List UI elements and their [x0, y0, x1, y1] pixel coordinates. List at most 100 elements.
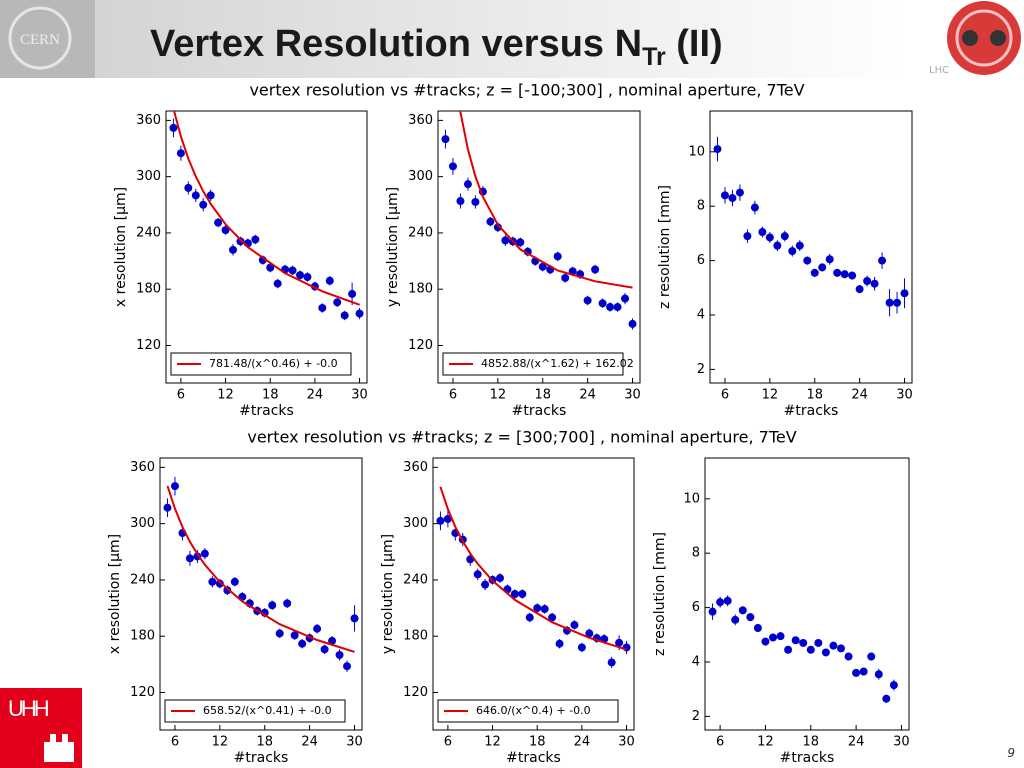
- uhh-emblem: [44, 734, 74, 762]
- y-tick-label: 8: [697, 199, 705, 214]
- data-point: [510, 590, 519, 598]
- data-point: [743, 232, 752, 241]
- data-point: [163, 503, 172, 512]
- data-point: [889, 681, 898, 690]
- data-point: [456, 197, 465, 206]
- y-axis-label: y resolution [μm]: [385, 187, 401, 307]
- y-tick-label: 10: [683, 491, 700, 506]
- x-tick-label: 18: [262, 388, 279, 403]
- y-tick-label: 180: [130, 629, 155, 644]
- data-point: [769, 633, 777, 642]
- data-point: [251, 235, 260, 244]
- y-tick-label: 180: [136, 282, 161, 297]
- data-point: [799, 638, 808, 647]
- data-point: [206, 191, 215, 200]
- data-point: [750, 203, 759, 212]
- x-tick-label: 6: [716, 735, 724, 750]
- data-point: [607, 658, 616, 667]
- x-axis-label: #tracks: [512, 403, 567, 419]
- data-point: [199, 200, 208, 209]
- data-point: [628, 319, 637, 328]
- y-tick-label: 300: [130, 516, 155, 531]
- y-axis-label: z resolution [mm]: [652, 532, 668, 656]
- data-point: [214, 218, 223, 227]
- x-tick-label: 12: [484, 735, 501, 750]
- data-point: [191, 191, 200, 200]
- data-point: [780, 232, 789, 241]
- data-point: [169, 123, 178, 132]
- data-point: [266, 263, 275, 272]
- x-tick-label: 30: [618, 735, 635, 750]
- chart: 6 12 18 24 30 120 180 240 300 360 #tracks y resolut…: [380, 457, 635, 766]
- data-point: [758, 228, 767, 237]
- data-point: [516, 238, 525, 247]
- data-point: [570, 620, 579, 629]
- data-point: [810, 268, 819, 277]
- data-point: [200, 549, 209, 558]
- x-tick-label: 24: [579, 388, 596, 403]
- data-point: [848, 271, 857, 280]
- data-point: [268, 601, 277, 610]
- plot-content: [163, 476, 359, 672]
- x-tick-label: 6: [449, 388, 457, 403]
- plot-area: [704, 457, 910, 731]
- data-point: [583, 296, 592, 305]
- x-tick-label: 30: [893, 735, 910, 750]
- lhc-logo-dot: [962, 30, 978, 46]
- data-point: [335, 650, 344, 659]
- data-point: [555, 639, 564, 648]
- fit-line: [166, 485, 355, 653]
- data-point: [791, 636, 800, 645]
- y-tick-label: 360: [408, 113, 433, 128]
- x-tick-label: 6: [721, 388, 729, 403]
- data-point: [720, 191, 729, 200]
- plot-content: [169, 111, 364, 321]
- data-point: [788, 247, 797, 256]
- data-point: [448, 162, 457, 171]
- lhc-logo-dot: [990, 30, 1006, 46]
- data-point: [885, 298, 894, 307]
- lhc-logo-text: LHC: [929, 65, 949, 76]
- x-tick-label: 18: [534, 388, 551, 403]
- data-point: [223, 586, 232, 595]
- plot-content: [436, 486, 631, 669]
- data-point: [473, 570, 482, 579]
- x-axis-label: #tracks: [234, 750, 289, 766]
- data-point: [615, 638, 624, 647]
- data-point: [208, 577, 217, 586]
- data-point: [170, 482, 179, 491]
- x-axis-label: #tracks: [506, 750, 561, 766]
- data-point: [533, 604, 542, 613]
- y-tick-label: 6: [697, 253, 705, 268]
- data-point: [355, 309, 364, 318]
- data-point: [325, 276, 334, 285]
- slide-title: Vertex Resolution versus NTr (II): [150, 23, 723, 71]
- data-point: [874, 670, 883, 679]
- data-point: [481, 580, 490, 589]
- title-suffix: (II): [666, 23, 723, 65]
- data-point: [343, 662, 352, 671]
- data-point: [878, 256, 887, 265]
- data-point: [340, 311, 349, 320]
- data-point: [436, 516, 445, 525]
- plot-area: [165, 110, 368, 384]
- data-point: [784, 645, 793, 654]
- plot-area: [432, 457, 635, 731]
- legend-label: 781.48/(x^0.46) + -0.0: [209, 357, 338, 370]
- data-point: [328, 636, 337, 645]
- chart: 6 12 18 24 30 120 180 240 300 360 #tracks x resolut…: [107, 457, 363, 766]
- data-point: [723, 596, 732, 605]
- data-point: [738, 606, 747, 615]
- data-point: [577, 643, 586, 652]
- data-point: [814, 638, 823, 647]
- x-tick-label: 18: [256, 735, 273, 750]
- data-point: [761, 637, 770, 646]
- data-point: [825, 255, 834, 264]
- data-point: [176, 149, 185, 158]
- data-point: [313, 624, 322, 633]
- x-tick-label: 18: [803, 735, 820, 750]
- plot-content: [713, 136, 909, 317]
- y-tick-label: 4: [697, 308, 705, 323]
